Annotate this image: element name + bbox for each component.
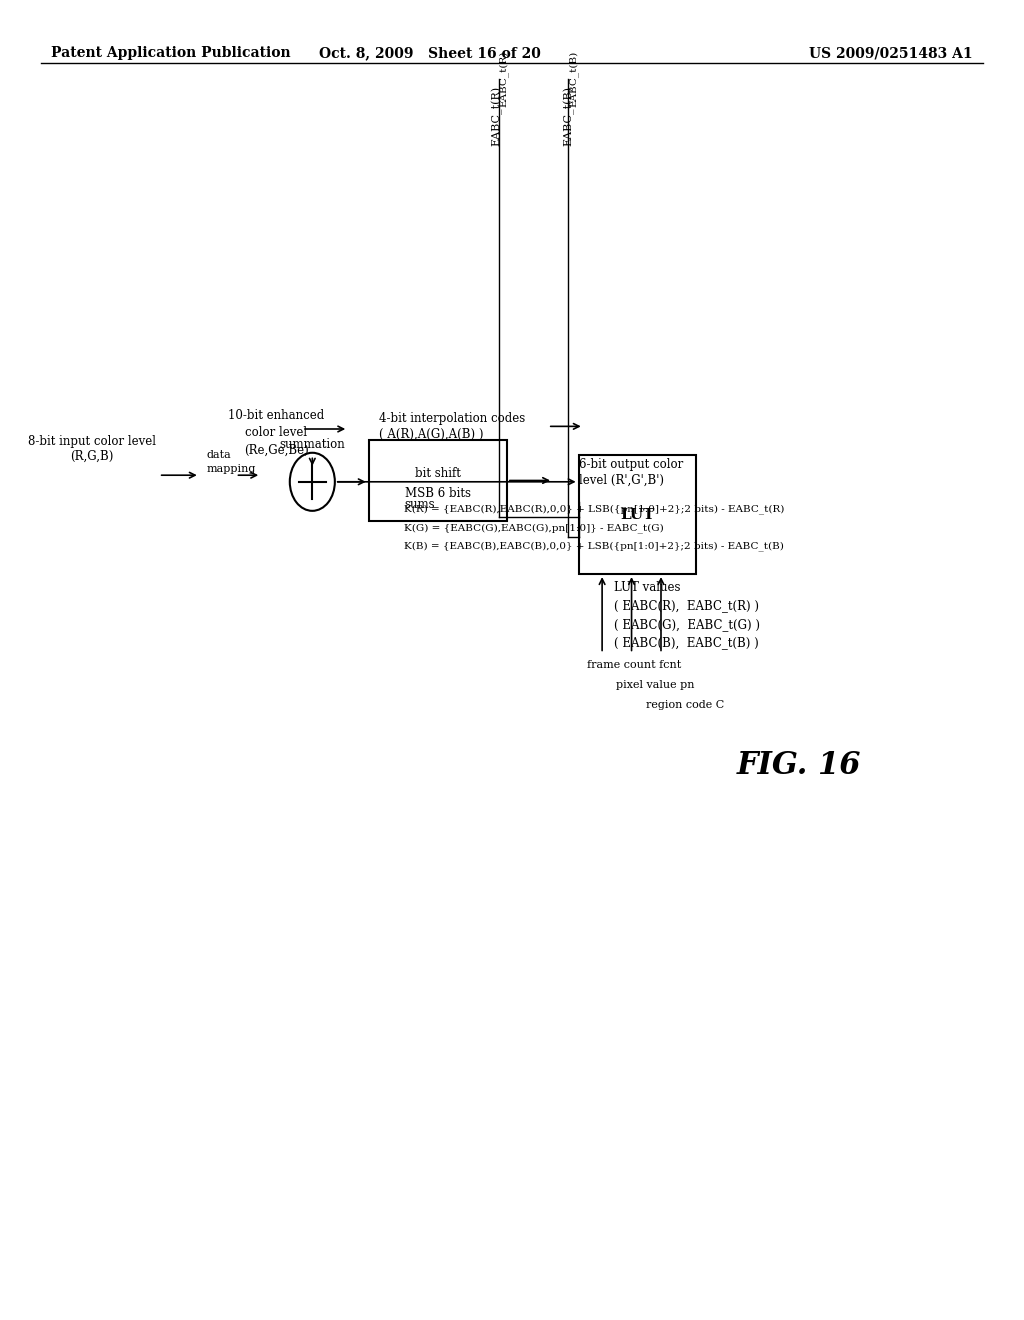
- Text: region code C: region code C: [645, 700, 724, 710]
- Text: ( EABC(G),  EABC_t(G) ): ( EABC(G), EABC_t(G) ): [614, 618, 761, 631]
- Bar: [579, 455, 696, 574]
- Text: EABC_t(B): EABC_t(B): [568, 51, 579, 107]
- Text: 6-bit output color: 6-bit output color: [579, 458, 683, 471]
- Text: LUT values: LUT values: [614, 581, 681, 594]
- Text: K(G) = {EABC(G),EABC(G),pn[1:0]} - EABC_t(G): K(G) = {EABC(G),EABC(G),pn[1:0]} - EABC_…: [404, 523, 665, 532]
- Text: pixel value pn: pixel value pn: [616, 680, 694, 690]
- Text: MSB 6 bits: MSB 6 bits: [404, 487, 471, 500]
- Text: ( EABC(B),  EABC_t(B) ): ( EABC(B), EABC_t(B) ): [614, 636, 759, 649]
- Text: sums: sums: [404, 498, 435, 511]
- Text: Oct. 8, 2009   Sheet 16 of 20: Oct. 8, 2009 Sheet 16 of 20: [319, 46, 541, 61]
- Text: Patent Application Publication: Patent Application Publication: [51, 46, 291, 61]
- Text: level (R',G',B'): level (R',G',B'): [579, 474, 664, 487]
- Text: 8-bit input color level
(R,G,B): 8-bit input color level (R,G,B): [28, 434, 156, 463]
- Text: frame count fcnt: frame count fcnt: [587, 660, 681, 671]
- Text: bit shift: bit shift: [415, 467, 461, 480]
- Text: US 2009/0251483 A1: US 2009/0251483 A1: [809, 46, 973, 61]
- Text: K(B) = {EABC(B),EABC(B),0,0} + LSB({pn[1:0]+2};2 bits) - EABC_t(B): K(B) = {EABC(B),EABC(B),0,0} + LSB({pn[1…: [404, 541, 784, 550]
- Text: 4-bit interpolation codes: 4-bit interpolation codes: [379, 412, 525, 425]
- Text: EABC_t(B): EABC_t(B): [562, 86, 574, 145]
- Text: K(R) = {EABC(R),EABC(R),0,0} + LSB({pn[1:0]+2};2 bits) - EABC_t(R): K(R) = {EABC(R),EABC(R),0,0} + LSB({pn[1…: [404, 504, 784, 513]
- Text: color level: color level: [246, 426, 307, 440]
- Text: data: data: [207, 450, 231, 461]
- Text: EABC_t(R): EABC_t(R): [490, 86, 503, 147]
- Text: (Re,Ge,Be): (Re,Ge,Be): [244, 444, 309, 457]
- Text: summation: summation: [280, 438, 345, 451]
- Text: mapping: mapping: [207, 463, 256, 474]
- Text: EABC_t(R): EABC_t(R): [499, 51, 509, 107]
- Text: FIG. 16: FIG. 16: [736, 750, 861, 781]
- Bar: [369, 440, 507, 521]
- Text: ( EABC(R),  EABC_t(R) ): ( EABC(R), EABC_t(R) ): [614, 599, 760, 612]
- Text: ( A(R),A(G),A(B) ): ( A(R),A(G),A(B) ): [379, 428, 483, 441]
- Text: 10-bit enhanced: 10-bit enhanced: [228, 409, 325, 422]
- Text: LUT: LUT: [621, 508, 654, 521]
